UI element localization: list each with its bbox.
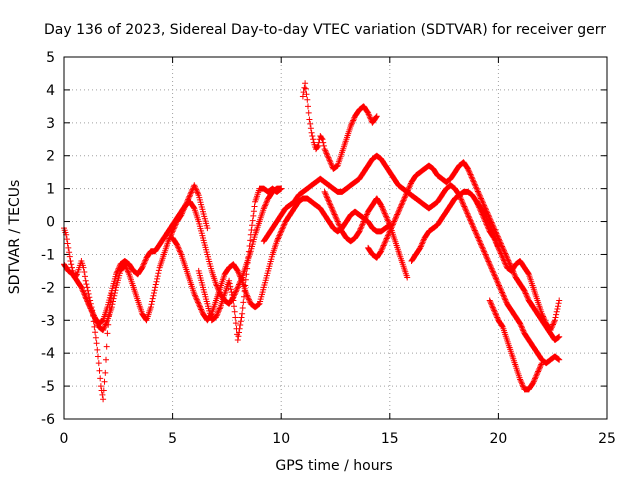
series-markers — [365, 159, 563, 343]
series-prn-k — [486, 297, 545, 393]
series-prn-i — [365, 159, 563, 343]
series-prn-h — [321, 188, 411, 281]
series-markers — [260, 152, 563, 367]
grid-layer — [64, 57, 607, 419]
y-tick-label: 5 — [46, 50, 55, 66]
series-prn-l — [473, 198, 563, 334]
y-tick-label: -5 — [41, 379, 55, 395]
series-markers — [299, 80, 380, 172]
x-tick-label: 5 — [168, 431, 177, 447]
series-markers — [321, 188, 411, 281]
y-tick-label: -4 — [41, 346, 55, 362]
series-markers — [195, 185, 285, 343]
y-tick-label: -2 — [41, 280, 55, 296]
y-tick-label: 4 — [46, 83, 55, 99]
x-tick-label: 10 — [272, 431, 290, 447]
plot-frame — [63, 56, 608, 420]
y-tick-label: -1 — [41, 247, 55, 263]
x-tick-label: 0 — [60, 431, 69, 447]
y-tick-label: -6 — [41, 412, 55, 428]
y-tick-label: 0 — [46, 215, 55, 231]
y-tick-label: 3 — [46, 116, 55, 132]
chart-title: Day 136 of 2023, Sidereal Day-to-day VTE… — [44, 22, 606, 38]
y-axis-label: SDTVAR / TECUs — [7, 180, 23, 295]
x-tick-label: 15 — [381, 431, 399, 447]
x-tick-label: 20 — [489, 431, 507, 447]
tick-layer: -6 -5 -4 -3 -2 -1 0 1 2 3 4 5 0 5 10 15 20 25 — [41, 50, 616, 447]
series-markers — [473, 198, 563, 334]
y-tick-label: 1 — [46, 182, 55, 198]
series-prn-c — [82, 182, 211, 334]
series-markers — [61, 225, 115, 403]
series-prn-e — [195, 185, 285, 343]
series-prn-f — [260, 152, 563, 367]
data-layer — [61, 80, 563, 403]
series-prn-b — [61, 225, 115, 403]
series-prn-g — [299, 80, 380, 172]
y-tick-label: -3 — [41, 313, 55, 329]
series-markers — [486, 297, 545, 393]
y-tick-label: 2 — [46, 149, 55, 165]
x-axis-label: GPS time / hours — [275, 458, 392, 474]
x-tick-label: 25 — [598, 431, 616, 447]
series-markers — [82, 182, 211, 334]
